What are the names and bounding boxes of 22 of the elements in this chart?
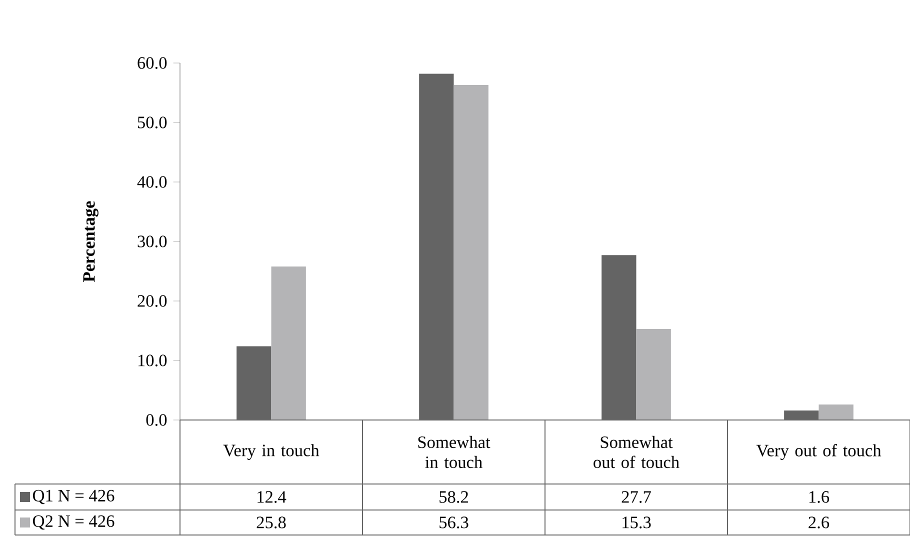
data-label: 12.4 [258, 491, 286, 503]
y-tick-label: 10.0 [138, 354, 167, 366]
y-tick-label: 60.0 [138, 57, 167, 69]
y-tick-label: 0.0 [146, 414, 167, 426]
data-label: 25.8 [256, 516, 286, 528]
x-tick-label: Very out of touch [756, 444, 882, 460]
y-tick-label: 20.0 [138, 295, 167, 307]
data-label: 2.6 [808, 516, 830, 528]
y-tick-label: 30.0 [138, 236, 167, 248]
legend-label: Q2 N = 426 [32, 515, 114, 530]
x-tick-label: Somewhat in touch [418, 436, 490, 468]
y-tick-label: 50.0 [138, 116, 167, 128]
y-tick-label: 40.0 [137, 176, 167, 188]
data-label: 1.6 [809, 491, 830, 503]
y-axis-title: Percentage [83, 201, 98, 282]
legend-label: Q1 N = 426 [32, 490, 114, 504]
x-tick-label: Very in touch [223, 444, 320, 460]
data-label: 58.2 [440, 491, 468, 503]
data-label: 27.7 [622, 491, 651, 503]
data-label: 15.3 [622, 516, 651, 528]
x-tick-label: Somewhat out of touch [594, 436, 680, 468]
data-label: 56.3 [440, 516, 468, 528]
